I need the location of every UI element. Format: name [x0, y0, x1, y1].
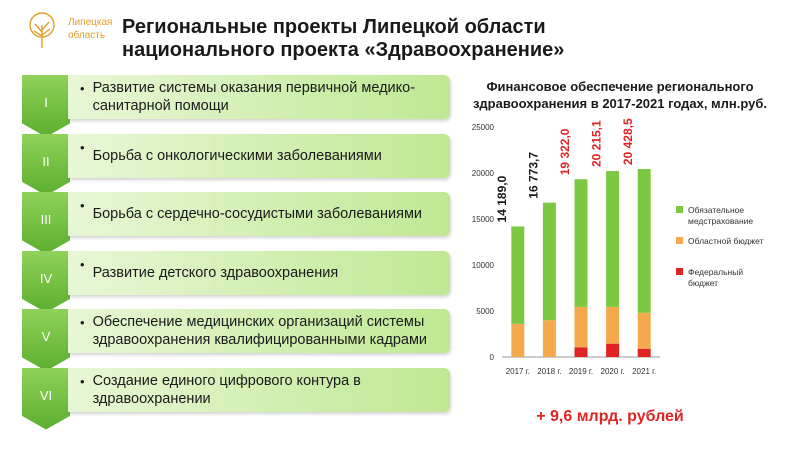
- project-item: III • Борьба с сердечно-сосудистыми забо…: [22, 191, 450, 254]
- bar-segment: [574, 347, 588, 357]
- project-item: V • Обеспечение медицинских организаций …: [22, 308, 450, 371]
- legend-label: Обязательное медстрахование: [688, 205, 753, 226]
- project-item: II • Борьба с онкологическими заболевани…: [22, 133, 450, 196]
- bar-segment: [637, 348, 651, 357]
- project-item: IV • Развитие детского здравоохранения: [22, 250, 450, 313]
- project-item: I • Развитие системы оказания первичной …: [22, 74, 450, 137]
- legend-swatch: [676, 237, 683, 244]
- y-tick-label: 0: [490, 353, 495, 362]
- funding-bar-chart: 0 5000 10000 15000 20000 25000 2017 г. 14 189,0…: [472, 118, 764, 376]
- chart-title: Финансовое обеспечение регионального здр…: [472, 79, 768, 111]
- project-numeral: VI: [22, 367, 70, 430]
- x-tick-label: 2020 г.: [601, 367, 625, 376]
- project-bar: • Развитие детского здравоохранения: [68, 250, 450, 295]
- x-tick-label: 2019 г.: [569, 367, 593, 376]
- bar-segment: [606, 306, 620, 344]
- project-list: I • Развитие системы оказания первичной …: [22, 74, 450, 430]
- project-numeral: III: [22, 192, 70, 254]
- x-tick-label: 2018 г.: [537, 367, 561, 376]
- y-tick-label: 20000: [472, 169, 495, 178]
- bullet-icon: •: [80, 81, 85, 96]
- project-bar: • Обеспечение медицинских организаций си…: [68, 309, 450, 353]
- page-title: Региональные проекты Липецкой области на…: [122, 16, 565, 61]
- project-label: Развитие системы оказания первичной меди…: [92, 80, 416, 114]
- bar-segment: [637, 169, 651, 313]
- project-numeral: V: [22, 309, 70, 371]
- total-value-label: 20 428,5: [621, 118, 635, 165]
- bullet-icon: •: [80, 373, 85, 389]
- project-label: Обеспечение медицинских организаций сист…: [92, 314, 428, 348]
- bar-segment: [637, 312, 651, 349]
- legend-swatch: [676, 268, 683, 275]
- bullet-icon: •: [80, 315, 85, 330]
- bullet-icon: •: [80, 139, 85, 155]
- project-numeral: IV: [22, 250, 70, 313]
- bar-segment: [511, 226, 525, 324]
- legend-swatch: [676, 206, 683, 213]
- legend-label: Федеральный бюджет: [688, 267, 743, 288]
- project-numeral: I: [22, 75, 70, 137]
- tree-logo-icon: [29, 12, 55, 48]
- legend-label: Областной бюджет: [688, 236, 764, 246]
- project-item: VI • Создание единого цифрового контура …: [22, 367, 450, 430]
- bullet-icon: •: [80, 256, 85, 272]
- project-numeral: II: [22, 133, 70, 196]
- total-value-label: 16 773,7: [526, 152, 540, 199]
- project-bar: • Развитие системы оказания первичной ме…: [68, 75, 450, 119]
- total-value-label: 14 189,0: [495, 175, 509, 222]
- bar-segment: [574, 179, 588, 307]
- project-label: Борьба с сердечно-сосудистыми заболевани…: [92, 206, 423, 222]
- project-bar: • Создание единого цифрового контура в з…: [68, 367, 450, 412]
- y-tick-label: 25000: [472, 123, 495, 132]
- total-value-label: 19 322,0: [558, 128, 572, 175]
- y-tick-label: 5000: [476, 307, 494, 316]
- project-label: Борьба с онкологическими заболеваниями: [92, 147, 382, 164]
- bar-segment: [574, 306, 588, 348]
- y-tick-label: 10000: [472, 261, 495, 270]
- total-value-label: 20 215,1: [590, 120, 604, 167]
- project-bar: • Борьба с онкологическими заболеваниями: [68, 133, 450, 178]
- bar-segment: [606, 171, 620, 307]
- region-logo-text: Липецкая область: [68, 17, 113, 41]
- bullet-icon: •: [80, 198, 85, 213]
- total-increase-annotation: + 9,6 млрд. рублей: [536, 408, 684, 425]
- project-label: Развитие детского здравоохранения: [92, 264, 339, 281]
- project-label: Создание единого цифрового контура в здр…: [92, 372, 361, 407]
- project-bar: • Борьба с сердечно-сосудистыми заболева…: [68, 192, 450, 236]
- x-tick-label: 2021 г.: [632, 367, 656, 376]
- bar-segment: [606, 343, 620, 357]
- bar-segment: [542, 320, 556, 357]
- x-tick-label: 2017 г.: [506, 367, 530, 376]
- bar-segment: [542, 202, 556, 321]
- y-tick-label: 15000: [472, 215, 495, 224]
- bar-segment: [511, 323, 525, 357]
